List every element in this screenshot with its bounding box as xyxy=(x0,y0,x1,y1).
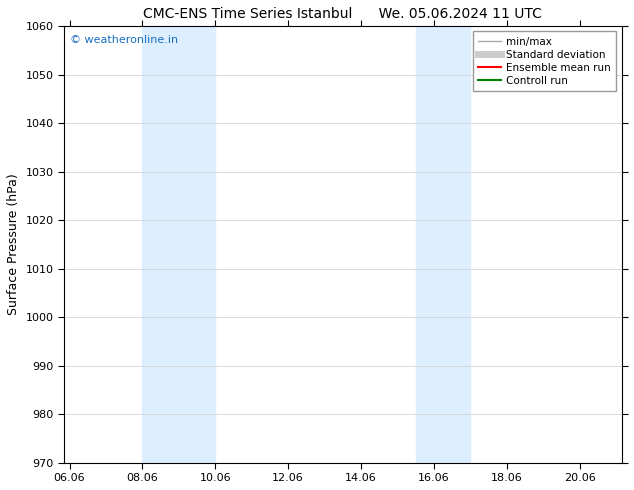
Bar xyxy=(416,26,470,463)
Bar xyxy=(143,26,216,463)
Y-axis label: Surface Pressure (hPa): Surface Pressure (hPa) xyxy=(7,173,20,316)
Title: CMC-ENS Time Series Istanbul      We. 05.06.2024 11 UTC: CMC-ENS Time Series Istanbul We. 05.06.2… xyxy=(143,7,542,21)
Text: © weatheronline.in: © weatheronline.in xyxy=(70,35,178,45)
Legend: min/max, Standard deviation, Ensemble mean run, Controll run: min/max, Standard deviation, Ensemble me… xyxy=(473,31,616,91)
